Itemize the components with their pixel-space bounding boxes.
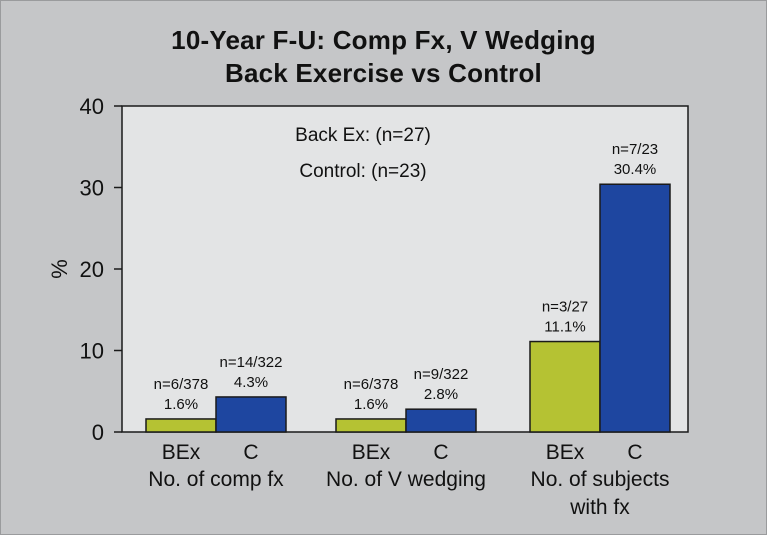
x-tick-label: C bbox=[243, 441, 258, 464]
bar-count-label: n=7/23 bbox=[612, 141, 658, 158]
bar-count-label: n=6/378 bbox=[154, 376, 209, 393]
bar-bex bbox=[529, 340, 601, 433]
annotation-text: Control: (n=23) bbox=[299, 161, 426, 182]
y-tick-label: 40 bbox=[80, 94, 104, 119]
group-label: No. of V wedging bbox=[326, 468, 486, 491]
bar-percent-label: 1.6% bbox=[164, 396, 198, 413]
x-tick-label: C bbox=[627, 441, 642, 464]
bar-bex bbox=[335, 418, 407, 433]
bar-bex bbox=[145, 418, 217, 433]
y-tick-label: 0 bbox=[92, 420, 104, 445]
x-tick-label: BEx bbox=[352, 441, 391, 464]
x-tick-label: BEx bbox=[546, 441, 585, 464]
bar-percent-label: 2.8% bbox=[424, 386, 458, 403]
group-label: No. of comp fx bbox=[148, 468, 284, 491]
bar-percent-label: 30.4% bbox=[614, 161, 657, 178]
x-tick-label: C bbox=[433, 441, 448, 464]
y-axis-label: % bbox=[47, 259, 72, 279]
bar-count-label: n=6/378 bbox=[344, 376, 399, 393]
bar-count-label: n=14/322 bbox=[220, 354, 283, 371]
bar-c bbox=[215, 396, 287, 433]
y-tick-label: 20 bbox=[80, 257, 104, 282]
y-tick-label: 30 bbox=[80, 176, 104, 201]
bar-count-label: n=3/27 bbox=[542, 299, 588, 316]
bar-percent-label: 1.6% bbox=[354, 396, 388, 413]
chart-subtitle: Back Exercise vs Control bbox=[225, 58, 542, 88]
x-tick-label: BEx bbox=[162, 441, 201, 464]
y-tick-label: 10 bbox=[80, 339, 104, 364]
bar-count-label: n=9/322 bbox=[414, 366, 469, 383]
annotation-text: Back Ex: (n=27) bbox=[295, 125, 431, 146]
chart-title: 10-Year F-U: Comp Fx, V Wedging bbox=[171, 25, 596, 55]
bar-percent-label: 4.3% bbox=[234, 374, 268, 391]
group-label: No. of subjects bbox=[531, 468, 670, 491]
bar-percent-label: 11.1% bbox=[544, 319, 585, 336]
bar-c bbox=[405, 408, 477, 433]
group-label: with fx bbox=[569, 496, 630, 519]
bar-c bbox=[599, 183, 671, 433]
